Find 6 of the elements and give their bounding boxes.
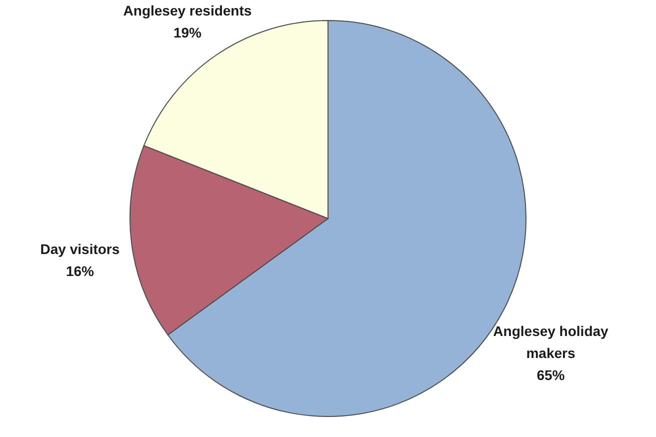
data-label: 19% [173, 24, 202, 41]
slice-label: Day visitors [40, 240, 120, 257]
slice-label: Anglesey residents [123, 2, 252, 19]
data-label: 65% [536, 367, 566, 383]
data-label: 16% [66, 262, 95, 279]
slice-label: Anglesey holiday makers [493, 323, 609, 361]
